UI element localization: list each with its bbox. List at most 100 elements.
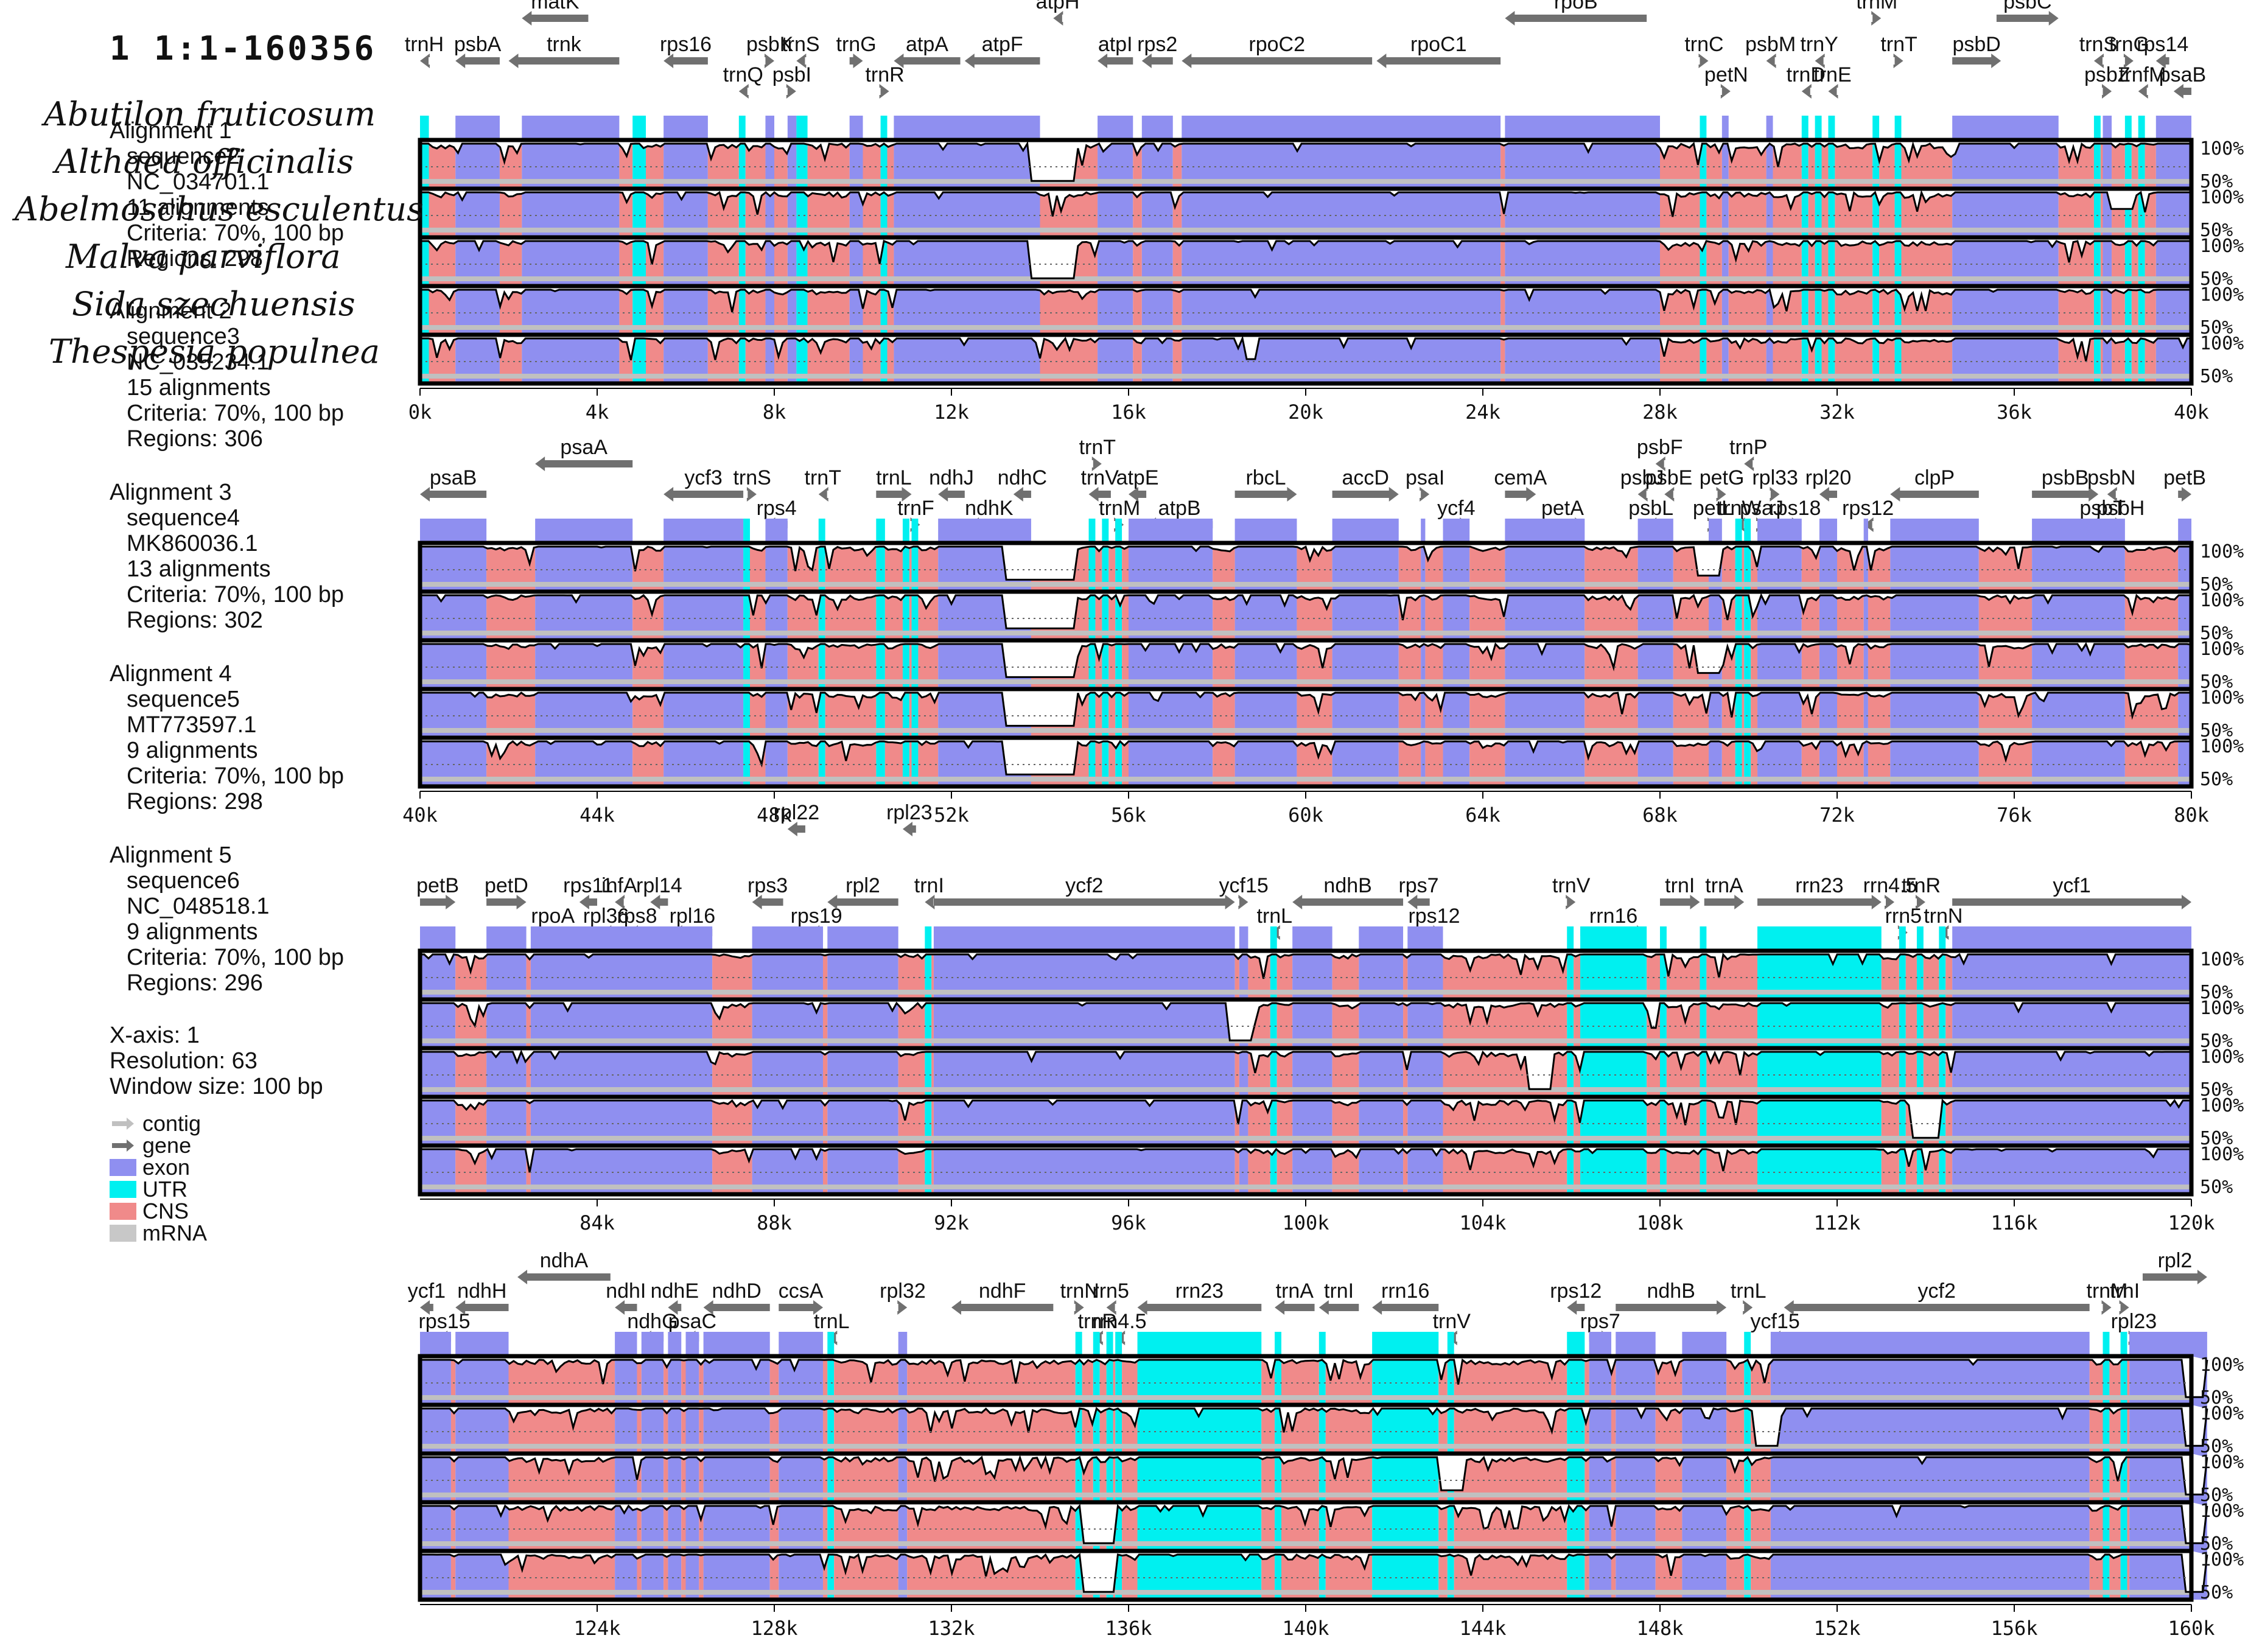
gene-label: psaB (430, 466, 477, 489)
gene-label: trnV (1552, 874, 1591, 897)
region-block (925, 951, 932, 999)
x-tick-label: 120k (2168, 1211, 2215, 1234)
region-block (1766, 140, 1773, 189)
gene-label: trnY (1800, 33, 1838, 56)
region-block (420, 237, 429, 286)
exon-bar (911, 519, 919, 543)
legend-item-contig: contig (110, 1113, 207, 1135)
gene-label: rps7 (1398, 874, 1438, 897)
region-block (818, 543, 825, 592)
species-label: Abutilon fruticosum (44, 95, 376, 133)
gene-label: atpF (982, 33, 1023, 56)
region-block (887, 335, 894, 383)
gene-arrow (664, 487, 744, 502)
region-block (668, 1356, 682, 1405)
gene-label: ndhD (712, 1279, 762, 1303)
region-block (1815, 140, 1822, 189)
region-block (526, 999, 531, 1048)
region-block (1611, 1454, 1616, 1502)
region-block (1863, 543, 1868, 592)
gene-label: ndhH (457, 1279, 506, 1303)
region-block (796, 189, 808, 237)
gene-label: rbcL (1245, 466, 1286, 489)
gene-label: ndhE (651, 1279, 699, 1303)
track-border (418, 1143, 2194, 1197)
gene-arrow (1655, 457, 1665, 471)
region-block (1115, 1454, 1122, 1502)
alignment-info: Alignment 5 sequence6 NC_048518.1 9 alig… (110, 842, 344, 996)
exon-bar (1137, 1332, 1262, 1356)
genome-row: psaB psaA ycf3 trnS rps4 trnT trnL trnF ndhJ ndhK… (402, 436, 2244, 827)
identity-line (420, 740, 2191, 775)
region-block (1095, 592, 1102, 640)
gene-arrow (1801, 84, 1812, 99)
x-tick-label: 76k (1997, 803, 2032, 827)
identity-line (420, 239, 2191, 279)
gene-label: trnG (836, 33, 877, 56)
region-block (1939, 1048, 1946, 1097)
gene-label: atpI (1098, 33, 1133, 56)
contig-bar (420, 582, 2191, 587)
region-block (668, 1502, 682, 1551)
gene-label: rpoC2 (1248, 33, 1305, 56)
y-tick-100: 100% (2200, 1095, 2244, 1116)
region-block (1172, 140, 1182, 189)
y-tick-100: 100% (2200, 949, 2244, 970)
contig-bar (420, 1395, 2191, 1400)
region-block (1421, 738, 1426, 786)
alignment-title: Alignment 3 (110, 480, 232, 505)
exon-bar (1115, 1332, 1122, 1356)
region-block (637, 1454, 642, 1502)
region-block (876, 543, 885, 592)
exon-bar (1744, 1332, 1751, 1356)
region-block (1899, 1048, 1906, 1097)
gene-label: psbH (2096, 497, 2145, 520)
contig-arrow-icon (112, 1118, 134, 1130)
x-tick-label: 52k (934, 803, 969, 827)
region-block (1721, 543, 1735, 592)
x-tick-label: 136k (1105, 1617, 1152, 1640)
identity-gap (420, 1405, 2207, 1446)
region-block (1808, 140, 1815, 189)
region-block (902, 689, 909, 738)
exon-bar (1952, 116, 2059, 140)
exon-bar (738, 116, 746, 140)
region-block (1821, 189, 1829, 237)
region-block (1766, 237, 1773, 286)
region-block (1093, 1405, 1100, 1454)
region-block (2124, 140, 2132, 189)
region-block (1122, 640, 1129, 689)
region-block (876, 640, 885, 689)
region-block (743, 738, 750, 786)
gene-label: matK (531, 0, 580, 13)
gene-arrow (455, 1300, 509, 1315)
region-block (1916, 1146, 1924, 1194)
x-tick-label: 116k (1991, 1211, 2037, 1234)
region-block (681, 1551, 686, 1600)
gene-label: rps8 (617, 905, 657, 928)
gene-label: rpl22 (774, 801, 820, 824)
y-tick-100: 100% (2200, 284, 2244, 306)
region-block (1567, 1146, 1574, 1194)
region-block (1115, 1551, 1122, 1600)
gene-label: psbA (454, 33, 502, 56)
region-block (1744, 1405, 1751, 1454)
region-block (699, 1356, 704, 1405)
region-block (1821, 286, 1829, 335)
gene-arrow (420, 487, 487, 502)
region-block (699, 1502, 704, 1551)
region-block (2109, 1356, 2121, 1405)
exon-bar (1828, 116, 1835, 140)
region-block (1744, 543, 1751, 592)
region-block (1075, 1551, 1082, 1600)
exon-bar (743, 519, 750, 543)
region-block (1318, 1502, 1326, 1551)
region-block (637, 1405, 642, 1454)
region-block (1721, 286, 1729, 335)
exon-bar (420, 1332, 451, 1356)
y-tick-50: 50% (2200, 220, 2233, 241)
region-block (2127, 1502, 2130, 1551)
x-tick-label: 124k (573, 1617, 620, 1640)
region-block (1088, 689, 1096, 738)
region-block (1766, 335, 1773, 383)
